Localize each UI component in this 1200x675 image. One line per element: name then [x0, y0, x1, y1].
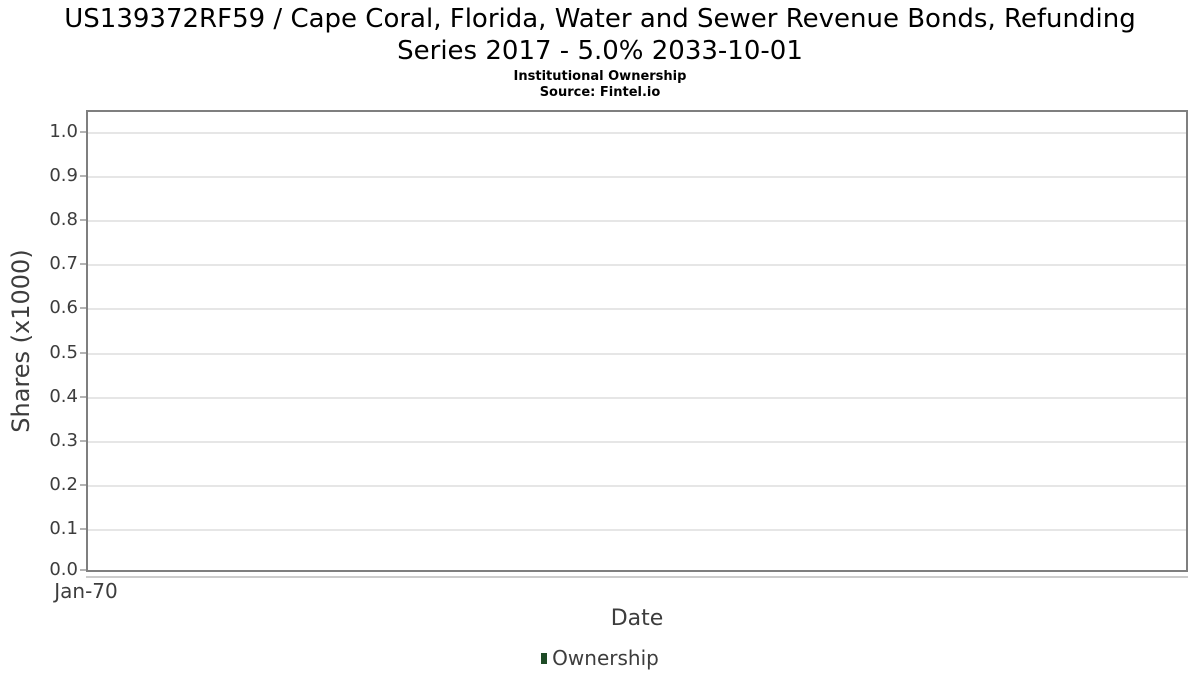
y-tick-label: 0.2: [49, 474, 78, 495]
chart-subtitle: Institutional Ownership: [513, 69, 687, 84]
chart-title-line2: Series 2017 - 5.0% 2033-10-01: [397, 36, 803, 66]
y-tick-label: 0.8: [49, 209, 78, 230]
y-tick-label: 0.7: [49, 253, 78, 274]
x-axis-label: Date: [610, 606, 664, 631]
y-tick-mark: [80, 569, 86, 571]
y-tick-mark: [80, 396, 86, 398]
y-tick-label: 0.5: [49, 342, 78, 363]
y-tick-label: 0.1: [49, 518, 78, 539]
chart-title-line1: US139372RF59 / Cape Coral, Florida, Wate…: [64, 4, 1136, 34]
y-tick-mark: [80, 440, 86, 442]
y-tick-mark: [80, 484, 86, 486]
gridline: [88, 132, 1186, 134]
y-tick-mark: [80, 307, 86, 309]
chart-source: Source: Fintel.io: [539, 85, 661, 100]
y-tick-label: 0.0: [49, 559, 78, 580]
y-tick-mark: [80, 528, 86, 530]
gridline: [88, 397, 1186, 399]
x-axis-subline: [86, 576, 1188, 578]
gridline: [88, 485, 1186, 487]
ownership-series-swatch-icon: [541, 652, 548, 664]
y-tick-label: 0.9: [49, 165, 78, 186]
y-tick-label: 0.6: [49, 297, 78, 318]
y-tick-label: 0.4: [49, 386, 78, 407]
y-tick-mark: [80, 219, 86, 221]
plot-area: [86, 110, 1188, 572]
x-tick-label: Jan-70: [54, 579, 118, 603]
gridline: [88, 264, 1186, 266]
gridline: [88, 353, 1186, 355]
y-tick-mark: [80, 352, 86, 354]
gridline: [88, 441, 1186, 443]
y-tick-mark: [80, 131, 86, 133]
gridline: [88, 308, 1186, 310]
y-tick-mark: [80, 263, 86, 265]
y-tick-label: 0.3: [49, 430, 78, 451]
y-tick-mark: [80, 175, 86, 177]
y-tick-label: 1.0: [49, 121, 78, 142]
gridline: [88, 220, 1186, 222]
gridline: [88, 176, 1186, 178]
legend-label-ownership: Ownership: [552, 646, 659, 670]
legend: Ownership: [0, 646, 1200, 670]
gridline: [88, 529, 1186, 531]
